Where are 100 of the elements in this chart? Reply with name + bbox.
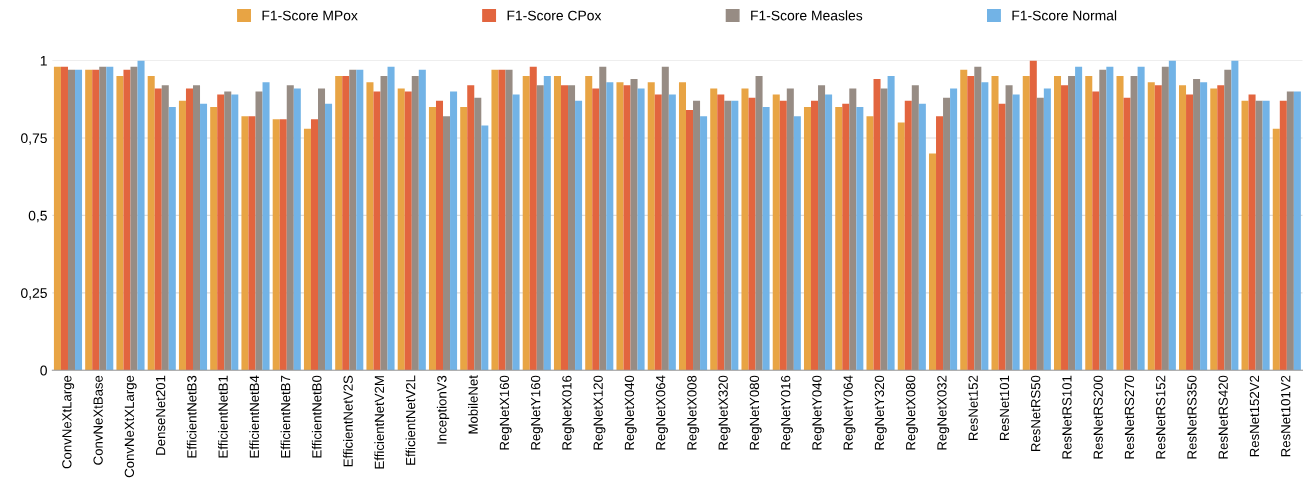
x-tick-label: EfficientNetB1 <box>218 375 228 458</box>
bar <box>85 69 93 371</box>
bar <box>1241 100 1249 371</box>
bar <box>1116 75 1124 371</box>
bar <box>185 88 193 371</box>
bar <box>1130 75 1138 371</box>
bar <box>835 106 843 371</box>
bar <box>60 66 68 371</box>
bar <box>1200 82 1208 371</box>
legend-label: F1-Score Measles <box>751 10 863 21</box>
bar <box>356 69 364 371</box>
bar <box>460 106 468 371</box>
bar <box>686 110 694 371</box>
bar <box>1061 85 1069 371</box>
bar <box>1043 88 1051 371</box>
bar <box>717 94 725 371</box>
x-tick-label: RegNetY080 <box>749 375 762 450</box>
bar <box>637 88 645 371</box>
bar <box>928 153 937 371</box>
bar <box>1293 91 1301 371</box>
bar <box>529 66 537 371</box>
x-tick-label: RegNetY064 <box>843 375 856 450</box>
bar <box>450 91 458 371</box>
bar <box>397 88 405 371</box>
bar <box>873 79 881 371</box>
bar <box>366 82 374 371</box>
bar <box>130 66 138 371</box>
bar <box>897 122 905 371</box>
bar <box>1286 91 1294 371</box>
bar <box>349 69 357 371</box>
bar <box>217 94 225 371</box>
y-tick-label: 0,5 <box>28 210 47 223</box>
bar <box>779 100 787 371</box>
bar <box>1085 75 1093 371</box>
x-tick-label: ResNetRS420 <box>1218 375 1228 459</box>
bar <box>918 103 926 371</box>
bar <box>731 100 739 371</box>
bar <box>210 106 218 371</box>
bar <box>380 75 388 371</box>
bar <box>1161 66 1169 371</box>
bar <box>231 94 239 371</box>
bar <box>741 88 749 371</box>
bar <box>1154 85 1162 371</box>
bar <box>53 66 61 371</box>
bar <box>342 75 350 371</box>
bar <box>849 88 857 371</box>
bar <box>404 91 412 371</box>
bar <box>373 91 381 371</box>
bar <box>678 82 686 371</box>
bar <box>592 88 600 371</box>
bar <box>1036 97 1044 371</box>
bar <box>1054 75 1062 371</box>
y-tick-label: 1 <box>40 55 47 66</box>
bar <box>1231 60 1239 371</box>
bar <box>974 66 982 371</box>
bar <box>1099 69 1107 371</box>
bar <box>428 106 436 371</box>
bar <box>748 97 756 371</box>
x-tick-label: MobileNet <box>468 375 478 434</box>
bar <box>123 69 131 371</box>
x-tick-label: RegNetY040 <box>812 375 825 450</box>
x-tick-label: ResNetRS101 <box>1062 375 1072 459</box>
legend-label: F1-Score Normal <box>1012 10 1117 21</box>
bar <box>693 100 701 371</box>
x-tick-label: RegNetX120 <box>593 375 606 450</box>
bar <box>803 106 812 371</box>
bar <box>310 119 319 371</box>
bar <box>943 97 951 371</box>
bar <box>936 116 944 371</box>
bar <box>1075 66 1083 371</box>
x-tick-label: ResNet152 <box>968 375 978 441</box>
x-tick-label: EfficientNetV2S <box>343 375 353 467</box>
bar <box>1022 75 1030 371</box>
y-tick-label: 0,75 <box>21 133 47 145</box>
bar <box>842 103 850 371</box>
bar <box>116 75 124 371</box>
bar <box>1179 85 1187 371</box>
y-tick-label: 0 <box>40 365 47 376</box>
x-tick-label: EfficientNetB0 <box>311 375 322 458</box>
bar <box>147 75 155 371</box>
bar <box>498 69 506 371</box>
bar <box>293 88 301 371</box>
bar <box>998 103 1006 371</box>
bar <box>92 69 100 371</box>
bar <box>599 66 607 371</box>
bar <box>755 75 763 371</box>
x-tick-label: InceptionV3 <box>436 375 450 444</box>
x-tick-label: RegNetX320 <box>718 375 731 450</box>
bar <box>904 100 912 371</box>
bar <box>272 119 280 371</box>
bar <box>967 75 975 371</box>
bar <box>1029 60 1037 371</box>
bar <box>67 69 76 371</box>
bar <box>435 100 444 371</box>
x-tick-label: EfficientNetB4 <box>249 375 260 458</box>
x-tick-label: RegNetX008 <box>687 375 700 450</box>
x-tick-label: RegNetX160 <box>499 375 512 450</box>
bar <box>75 69 83 371</box>
bar <box>1092 91 1100 371</box>
bar <box>1147 82 1155 371</box>
